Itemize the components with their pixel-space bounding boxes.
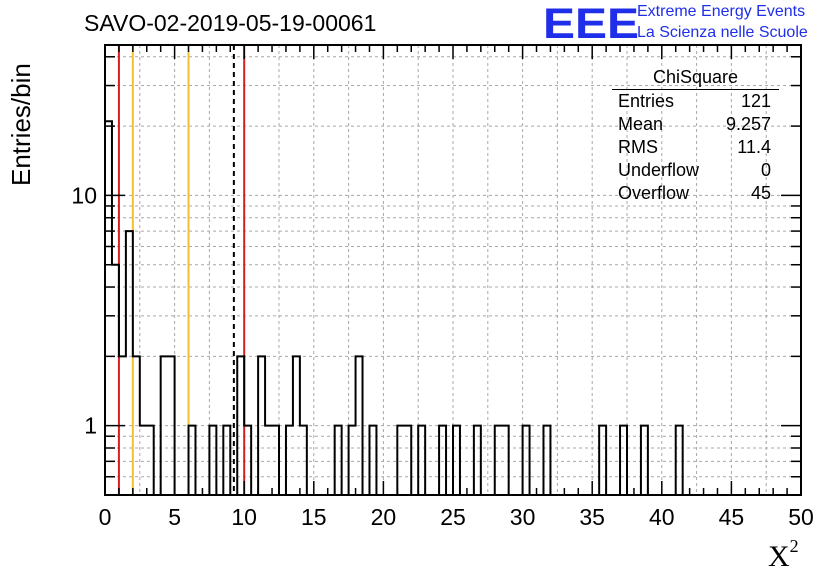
- x-tick-label: 5: [168, 504, 181, 530]
- stats-label: Mean: [618, 114, 664, 134]
- axis-ticks: [104, 45, 802, 495]
- x-axis-label-superscript: 2: [789, 536, 799, 556]
- stats-row-entries: Entries 121: [612, 90, 779, 113]
- stats-row-mean: Mean 9.257: [612, 113, 779, 136]
- chart-title: SAVO-02-2019-05-19-00061: [84, 10, 377, 36]
- stats-value: 0: [760, 160, 771, 180]
- x-tick-label: 25: [440, 504, 466, 530]
- x-tick-label: 40: [649, 504, 675, 530]
- stats-label: Underflow: [618, 160, 700, 180]
- x-tick-label: 35: [579, 504, 605, 530]
- stats-label: RMS: [618, 137, 658, 157]
- x-tick-label: 0: [99, 504, 112, 530]
- logo-caption-line2: La Scienza nelle Scuole: [637, 24, 808, 41]
- x-tick-label: 20: [371, 504, 397, 530]
- y-axis-label: Entries/bin: [6, 63, 36, 186]
- stats-row-underflow: Underflow 0: [612, 159, 779, 182]
- stats-row-rms: RMS 11.4: [612, 136, 779, 159]
- x-tick-label: 10: [231, 504, 257, 530]
- logo-caption-line1: Extreme Energy Events: [637, 3, 806, 20]
- reference-lines: [117, 45, 246, 495]
- tick-labels: 0 5 10 15 20 25 30 35 40 45 50 1 10: [71, 182, 813, 530]
- stats-value: 121: [740, 91, 771, 111]
- x-tick-label: 50: [788, 504, 814, 530]
- x-tick-label: 15: [301, 504, 327, 530]
- stats-box: ChiSquare Entries 121 Mean 9.257 RMS 11.4 U…: [612, 66, 779, 205]
- y-tick-label: 10: [71, 182, 97, 208]
- stats-value: 11.4: [737, 137, 771, 157]
- x-tick-label: 30: [510, 504, 536, 530]
- x-axis-label: X2: [768, 536, 799, 574]
- x-axis-label-base: X: [768, 540, 790, 573]
- eee-logo: EEE: [543, 0, 640, 48]
- y-tick-label: 1: [84, 413, 97, 439]
- stats-label: Entries: [618, 91, 675, 111]
- stats-row-overflow: Overflow 45: [612, 182, 779, 205]
- x-tick-label: 45: [719, 504, 745, 530]
- stats-title: ChiSquare: [612, 66, 779, 90]
- stats-value: 45: [750, 183, 771, 203]
- stats-value: 9.257: [725, 114, 771, 134]
- stats-label: Overflow: [618, 183, 690, 203]
